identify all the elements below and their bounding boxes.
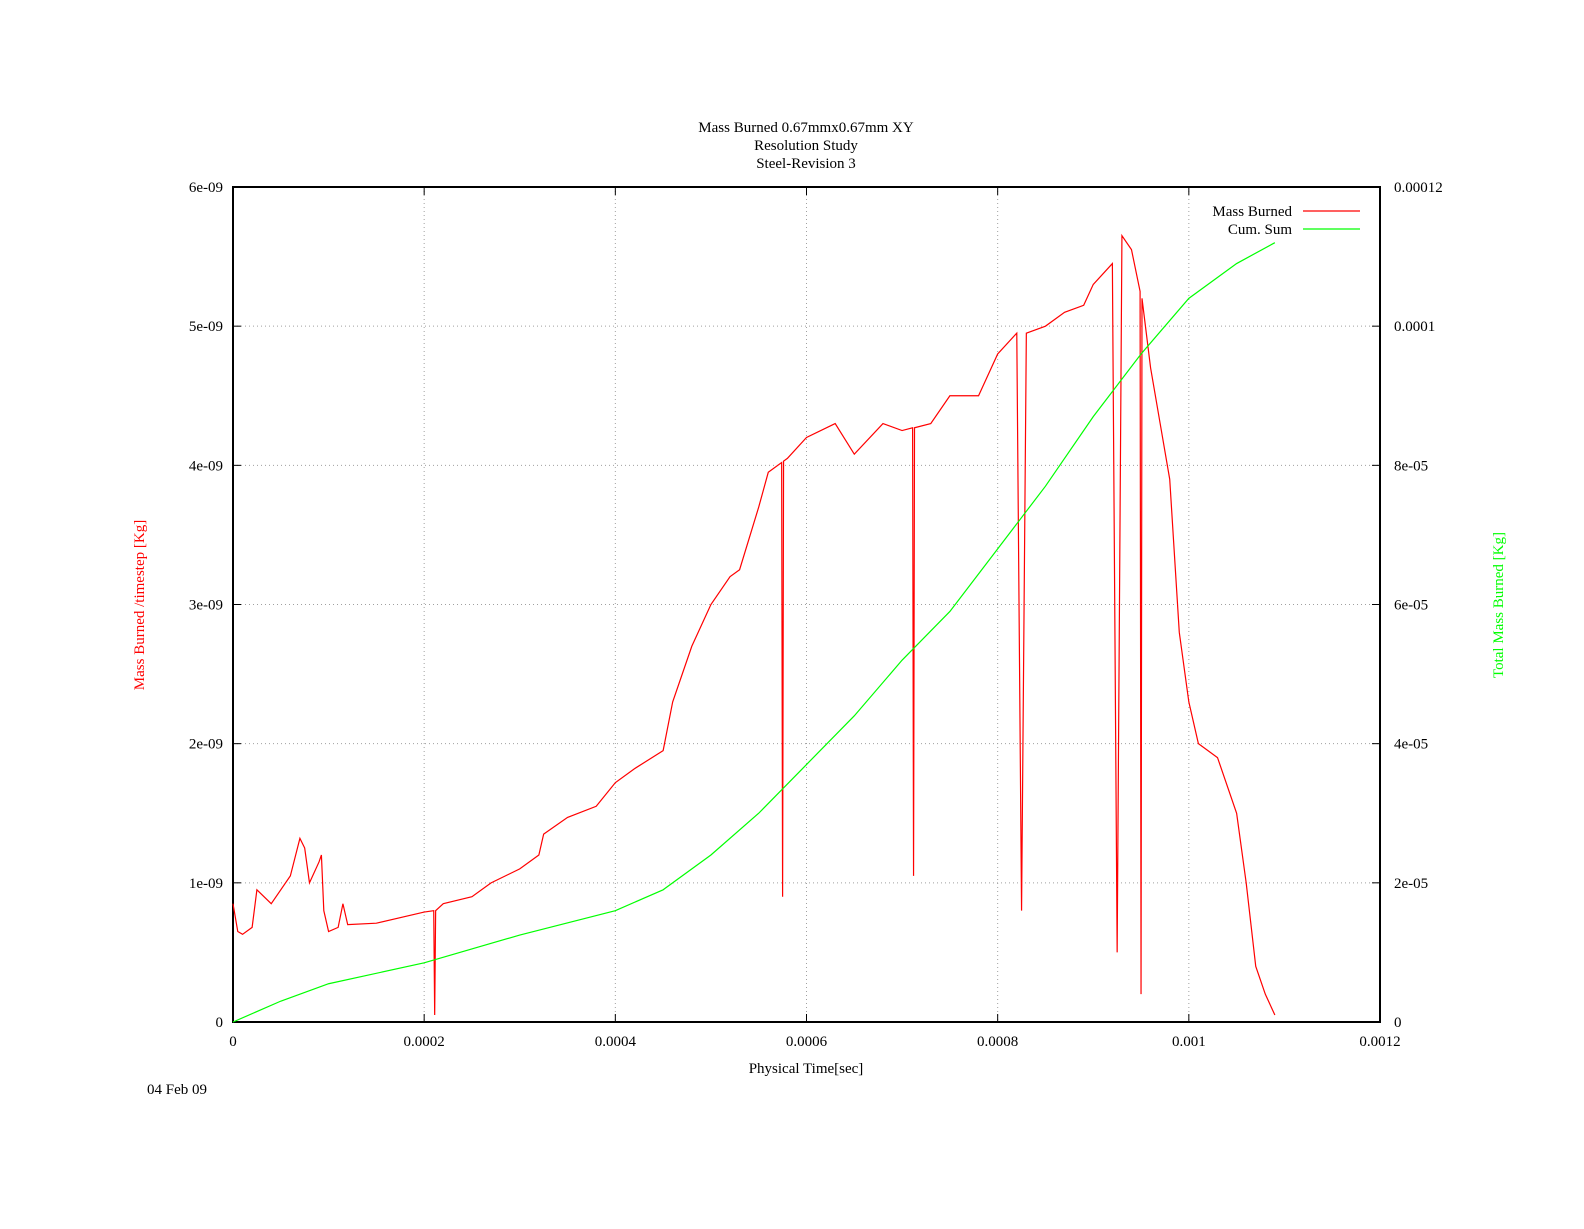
y2-tick-label: 8e-05 — [1394, 458, 1428, 474]
y2-tick-label: 0.0001 — [1394, 319, 1435, 335]
y-tick-label: 1e-09 — [189, 876, 223, 892]
y2-tick-label: 0.00012 — [1394, 180, 1443, 196]
x-axis-label: Physical Time[sec] — [749, 1061, 864, 1077]
y2-tick-label: 2e-05 — [1394, 876, 1428, 892]
x-tick-label: 0.0002 — [404, 1034, 445, 1050]
chart-title: Resolution Study — [754, 138, 858, 154]
x-tick-label: 0 — [229, 1034, 237, 1050]
y2-tick-label: 0 — [1394, 1015, 1402, 1031]
chart-title: Steel-Revision 3 — [756, 156, 856, 172]
legend-label: Mass Burned — [1212, 204, 1292, 220]
x-tick-label: 0.0008 — [977, 1034, 1018, 1050]
y-tick-label: 5e-09 — [189, 319, 223, 335]
x-tick-label: 0.0004 — [595, 1034, 637, 1050]
x-tick-label: 0.0012 — [1359, 1034, 1400, 1050]
chart-title: Mass Burned 0.67mmx0.67mm XY — [698, 120, 914, 136]
y-tick-label: 6e-09 — [189, 180, 223, 196]
data-line — [232, 233, 1276, 1016]
y-tick-label: 4e-09 — [189, 458, 223, 474]
y2-tick-label: 6e-05 — [1394, 598, 1428, 614]
y2-axis-label: Total Mass Burned [Kg] — [1491, 532, 1507, 678]
x-tick-label: 0.0006 — [786, 1034, 828, 1050]
y-tick-label: 2e-09 — [189, 737, 223, 753]
data-line — [232, 242, 1276, 1023]
y-tick-label: 3e-09 — [189, 598, 223, 614]
plot-frame — [232, 186, 1381, 1023]
date-stamp: 04 Feb 09 — [147, 1082, 207, 1098]
x-tick-label: 0.001 — [1172, 1034, 1206, 1050]
y2-tick-label: 4e-05 — [1394, 737, 1428, 753]
y-tick-label: 0 — [216, 1015, 224, 1031]
y-axis-label: Mass Burned /timestep [Kg] — [132, 520, 148, 690]
legend-label: Cum. Sum — [1228, 222, 1293, 238]
